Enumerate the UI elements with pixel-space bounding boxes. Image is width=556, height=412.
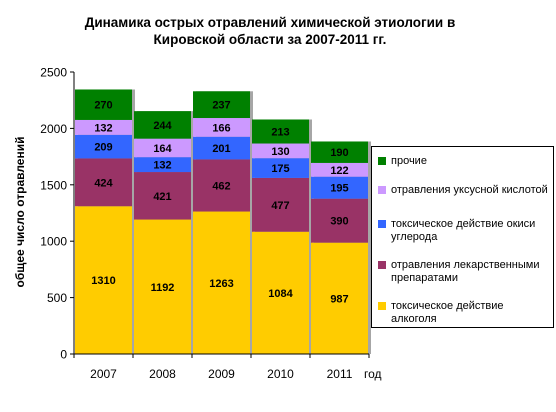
- bar-segment: [311, 176, 368, 199]
- data-label: 244: [153, 120, 172, 132]
- legend-label: прочие: [391, 155, 427, 167]
- bar-segment: [134, 157, 191, 173]
- chart-title: Динамика острых отравлений химической эт…: [60, 14, 480, 48]
- data-label: 1192: [151, 282, 175, 294]
- y-tick-label: 500: [47, 291, 67, 305]
- legend-swatch: [378, 261, 386, 269]
- chart-title-line-2: Кировской области за 2007-2011 гг.: [153, 32, 387, 47]
- bars: 1310 424 209 132 270 1192 421 132 164 244 1263 462 2…: [75, 89, 368, 354]
- data-label: 166: [212, 122, 230, 134]
- legend-label: отравления уксусной кислотой: [391, 184, 548, 196]
- axes: 0 500 1000 1500 2000 2500 2007 2008 2009 2010 2011: [40, 66, 370, 381]
- data-label: 1263: [209, 278, 233, 290]
- legend-swatch: [378, 186, 386, 194]
- data-label: 130: [271, 146, 289, 158]
- y-tick-label: 1500: [40, 178, 67, 192]
- legend-swatch: [378, 220, 386, 228]
- bar-segment: [75, 134, 132, 159]
- bar-segment: [193, 136, 250, 160]
- data-label: 122: [330, 165, 348, 177]
- bar-segment: [252, 177, 309, 232]
- data-label: 390: [330, 216, 348, 228]
- bar-segment: [311, 141, 368, 163]
- data-label: 132: [94, 122, 112, 134]
- bar-segment: [75, 158, 132, 207]
- x-tick-label: 2008: [149, 367, 176, 381]
- bar-segment: [134, 138, 191, 158]
- bar-segment: [311, 242, 368, 354]
- data-label: 164: [153, 143, 172, 155]
- bar-segment: [134, 172, 191, 220]
- data-label: 209: [94, 142, 112, 154]
- data-label: 424: [94, 177, 113, 189]
- data-label: 421: [153, 191, 171, 203]
- y-tick-label: 2000: [40, 122, 67, 136]
- bar-segment: [134, 111, 191, 139]
- x-axis-label: год: [364, 367, 382, 381]
- data-label: 462: [212, 180, 230, 192]
- bar-segment: [134, 219, 191, 354]
- data-label: 195: [330, 183, 348, 195]
- y-tick-label: 0: [60, 348, 67, 362]
- bar-segment: [75, 89, 132, 120]
- x-tick-label: 2007: [90, 367, 117, 381]
- legend-label: токсическое действие алкоголя: [391, 300, 504, 325]
- data-label: 190: [330, 147, 348, 159]
- bar-segment: [193, 91, 250, 119]
- legend-swatch: [378, 157, 386, 165]
- data-label: 987: [330, 293, 348, 305]
- data-label: 1310: [91, 275, 115, 287]
- data-label: 213: [271, 127, 289, 139]
- data-label: 132: [153, 160, 171, 172]
- legend-swatch: [378, 302, 386, 310]
- bar-segment: [75, 206, 132, 354]
- data-label: 201: [212, 143, 230, 155]
- x-tick-label: 2009: [208, 367, 235, 381]
- bar-segment: [252, 158, 309, 178]
- bar-segment: [252, 119, 309, 144]
- legend-label: токсическое действие окиси углерода: [391, 218, 536, 243]
- bar-segment: [193, 118, 250, 137]
- x-tick-label: 2010: [267, 367, 294, 381]
- data-label: 270: [94, 100, 112, 112]
- data-label: 1084: [268, 288, 293, 300]
- chart-title-line-1: Динамика острых отравлений химической эт…: [84, 15, 456, 30]
- data-label: 175: [271, 163, 289, 175]
- bar-segment: [193, 211, 250, 354]
- bar-segment: [252, 231, 309, 354]
- bar-segment: [311, 198, 368, 243]
- bar-segment: [311, 162, 368, 177]
- legend: прочие отравления уксусной кислотой токсич…: [371, 146, 554, 328]
- bar-segment: [252, 143, 309, 159]
- y-axis-label: общее число отравлений: [13, 137, 27, 288]
- y-tick-label: 1000: [40, 235, 67, 249]
- x-tick-label: 2011: [327, 367, 353, 381]
- bar-segment: [193, 159, 250, 212]
- data-label: 477: [271, 200, 289, 212]
- legend-label: отравления лекарственными препаратами: [391, 259, 540, 284]
- bar-segment: [75, 119, 132, 135]
- data-label: 237: [212, 100, 230, 112]
- y-tick-label: 2500: [40, 66, 67, 80]
